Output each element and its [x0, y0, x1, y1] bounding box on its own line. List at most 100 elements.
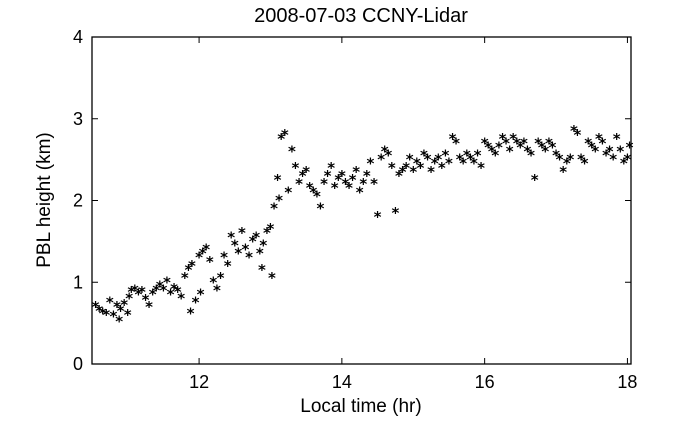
data-point: *	[209, 273, 217, 291]
data-point: *	[275, 192, 283, 210]
data-point: *	[470, 155, 478, 173]
data-point: *	[181, 269, 189, 287]
data-point: *	[484, 138, 492, 156]
data-point: *	[538, 138, 546, 156]
data-point: *	[159, 281, 167, 299]
data-point: *	[466, 151, 474, 169]
data-point: *	[320, 175, 328, 193]
data-point: *	[474, 147, 482, 165]
data-point: *	[252, 228, 260, 246]
data-point: *	[413, 155, 421, 173]
data-point: *	[206, 253, 214, 271]
data-point: *	[192, 294, 200, 312]
data-point: *	[92, 298, 100, 316]
data-point: *	[317, 200, 325, 218]
data-point: *	[456, 151, 464, 169]
data-point: *	[481, 134, 489, 152]
data-point: *	[120, 296, 128, 314]
data-point: *	[577, 151, 585, 169]
data-point: *	[602, 147, 610, 165]
data-point: *	[584, 134, 592, 152]
data-point: *	[217, 269, 225, 287]
data-point: *	[366, 155, 374, 173]
data-point: *	[184, 261, 192, 279]
data-point: *	[513, 134, 521, 152]
data-point: *	[356, 183, 364, 201]
data-point: *	[188, 257, 196, 275]
data-point: *	[331, 179, 339, 197]
data-point: *	[613, 130, 621, 148]
data-point: *	[524, 142, 532, 160]
data-point: *	[381, 142, 389, 160]
data-point: *	[145, 298, 153, 316]
data-point: *	[445, 155, 453, 173]
data-point: *	[142, 291, 150, 309]
data-point: *	[499, 130, 507, 148]
data-point: *	[488, 142, 496, 160]
data-point: *	[438, 159, 446, 177]
data-point: *	[102, 306, 110, 324]
data-point: *	[197, 286, 205, 304]
data-point: *	[349, 171, 357, 189]
data-point: *	[220, 249, 228, 267]
data-point: *	[163, 273, 171, 291]
data-point: *	[424, 151, 432, 169]
data-point: *	[281, 126, 289, 144]
data-point: *	[416, 159, 424, 177]
data-point: *	[452, 134, 460, 152]
data-point: *	[431, 155, 439, 173]
data-point: *	[491, 147, 499, 165]
data-point: *	[374, 208, 382, 226]
data-point: *	[117, 302, 125, 320]
data-point: *	[267, 220, 275, 238]
data-point: *	[259, 236, 267, 254]
data-point: *	[156, 277, 164, 295]
data-point: *	[395, 167, 403, 185]
x-tick-label: 16	[475, 372, 495, 392]
data-point: *	[545, 134, 553, 152]
y-tick-label: 4	[73, 27, 83, 47]
data-point: *	[177, 290, 185, 308]
x-tick-label: 12	[189, 372, 209, 392]
data-point: *	[277, 130, 285, 148]
data-point: *	[581, 155, 589, 173]
data-point: *	[195, 249, 203, 267]
data-point: *	[563, 155, 571, 173]
data-point: *	[402, 159, 410, 177]
data-point: *	[174, 283, 182, 301]
data-point: *	[509, 130, 517, 148]
data-point: *	[268, 269, 276, 287]
data-point: *	[609, 151, 617, 169]
data-point: *	[506, 142, 514, 160]
data-point: *	[115, 312, 123, 330]
data-point: *	[599, 134, 607, 152]
data-point: *	[134, 286, 142, 304]
data-point: *	[345, 179, 353, 197]
data-point: *	[459, 155, 467, 173]
data-point: *	[213, 281, 221, 299]
data-markers: ****************************************…	[92, 122, 634, 330]
data-point: *	[352, 163, 360, 181]
data-point: *	[388, 159, 396, 177]
data-point: *	[409, 163, 417, 181]
data-point: *	[370, 175, 378, 193]
data-point: *	[477, 159, 485, 177]
data-point: *	[187, 304, 195, 322]
data-point: *	[434, 151, 442, 169]
data-point: *	[249, 232, 257, 250]
x-tick-label: 14	[332, 372, 352, 392]
data-point: *	[202, 241, 210, 259]
data-point: *	[295, 175, 303, 193]
data-point: *	[274, 171, 282, 189]
data-point: *	[152, 281, 160, 299]
data-point: *	[559, 163, 567, 181]
data-point: *	[556, 151, 564, 169]
data-point: *	[552, 147, 560, 165]
y-tick-label: 0	[73, 354, 83, 374]
data-point: *	[113, 298, 121, 316]
data-point: *	[624, 151, 632, 169]
data-point: *	[238, 224, 246, 242]
